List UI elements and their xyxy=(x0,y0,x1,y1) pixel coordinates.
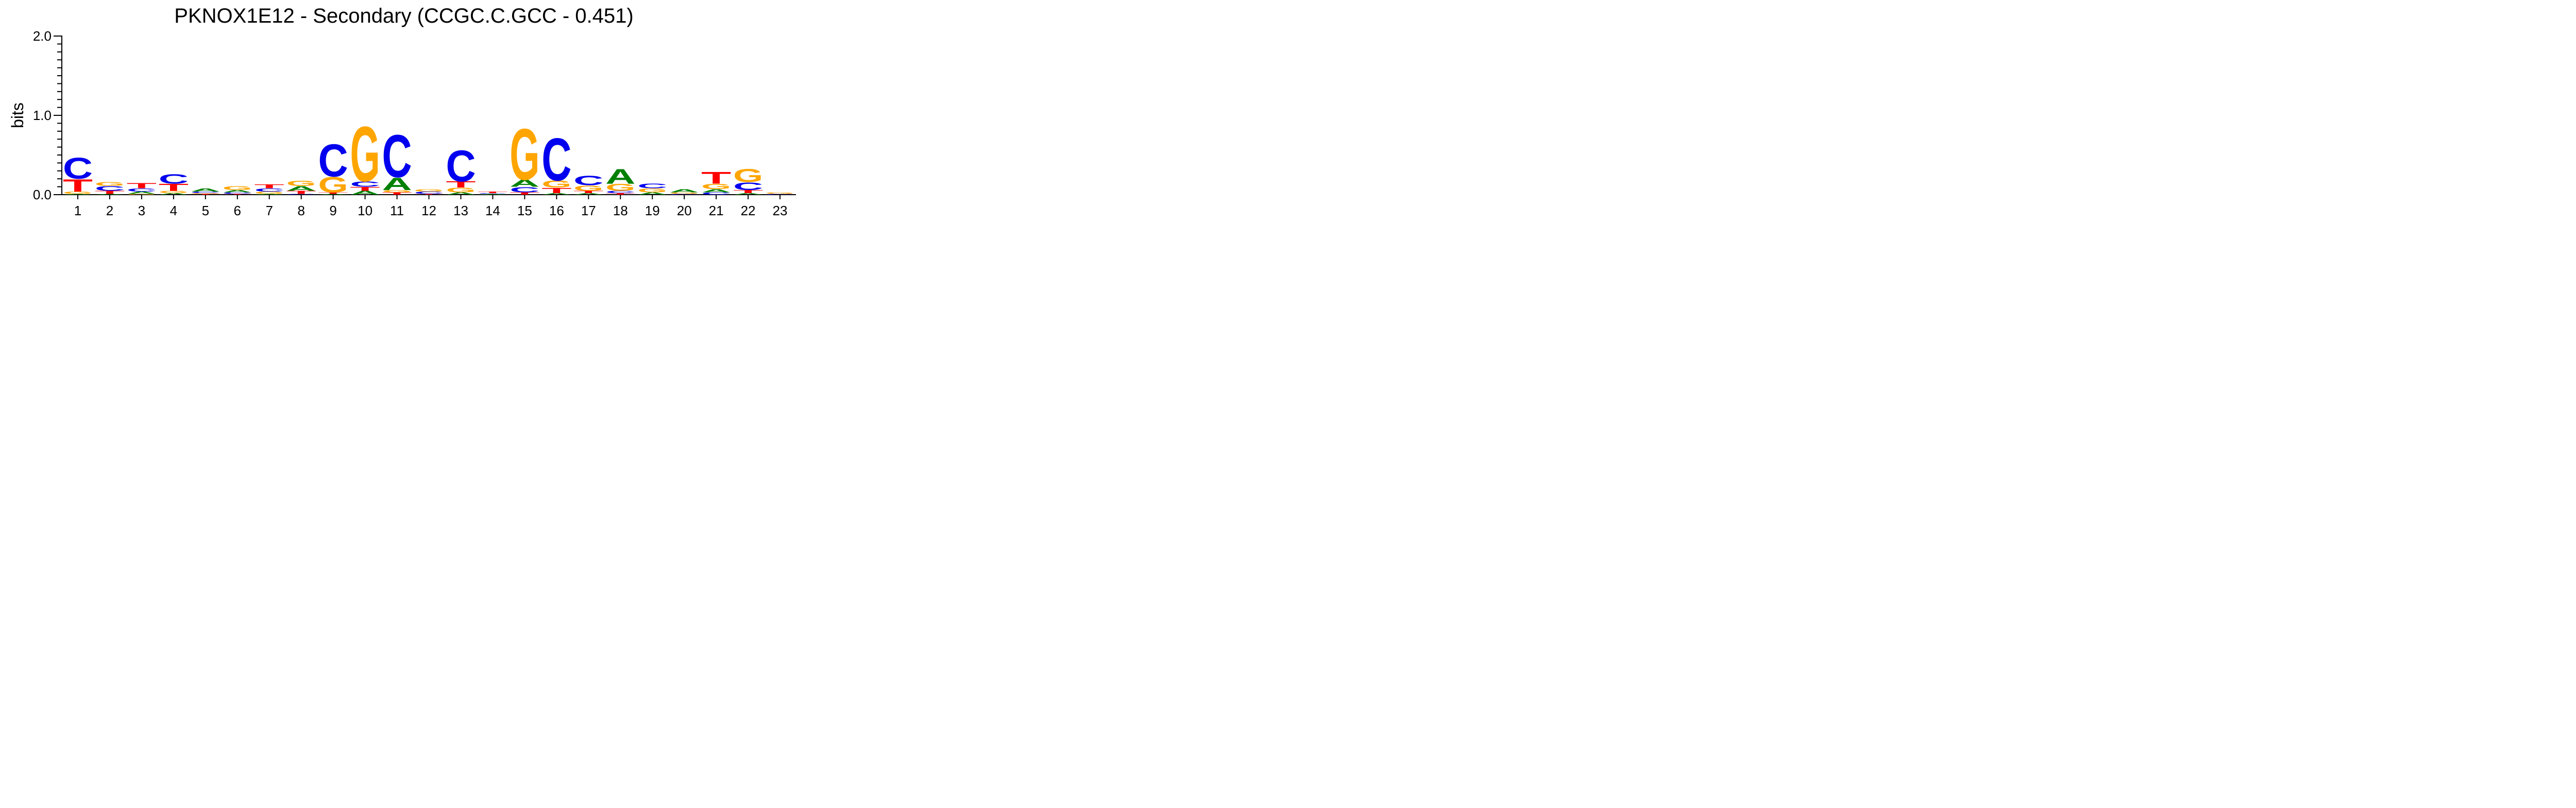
sequence-logo-chart: PKNOX1E12 - Secondary (CCGC.C.GCC - 0.45… xyxy=(0,0,808,224)
x-tick-label: 10 xyxy=(358,203,372,218)
x-tick-label: 13 xyxy=(453,203,468,218)
x-tick-label: 22 xyxy=(741,203,756,218)
x-tick-label: 18 xyxy=(613,203,628,218)
logo-stack-position-4: AGTC xyxy=(159,171,189,195)
x-tick-label: 3 xyxy=(138,203,145,218)
logo-stack-position-14: ACT xyxy=(478,191,507,195)
logo-letter-G: G xyxy=(95,181,125,187)
y-tick-label: 2.0 xyxy=(33,28,52,44)
logo-letter-T: T xyxy=(127,181,157,190)
y-axis: 0.0 1.0 2.0 xyxy=(33,28,62,202)
chart-title: PKNOX1E12 - Secondary (CCGC.C.GCC - 0.45… xyxy=(174,5,633,27)
logo-stack-position-23: CG xyxy=(765,192,795,195)
x-tick-label: 1 xyxy=(74,203,81,218)
logo-letter-C: C xyxy=(541,126,571,194)
x-axis: 1 2 3 4 5 6 7 8 9 10 11 12 13 14 15 16 17 18 19 20 21 22 23 xyxy=(62,195,796,218)
logo-stack-position-13: AGTC xyxy=(446,141,476,195)
logo-stack-position-8: CTAG xyxy=(286,179,316,195)
logo-letter-T: T xyxy=(478,191,507,194)
x-tick-label: 20 xyxy=(677,203,692,218)
logo-letter-T: T xyxy=(255,183,284,190)
x-tick-label: 8 xyxy=(297,203,304,218)
x-tick-label: 21 xyxy=(709,203,724,218)
logo-letter-G: G xyxy=(350,111,380,198)
logo-letter-C: C xyxy=(382,123,412,191)
logo-letter-G: G xyxy=(510,114,539,196)
logo-letter-stacks: AGTCATCGGACTAGTCTGCATCAGAGCTCTAGATGCATCG… xyxy=(63,111,795,198)
y-tick-label: 1.0 xyxy=(33,108,52,123)
x-tick-label: 15 xyxy=(517,203,532,218)
x-tick-label: 4 xyxy=(170,203,177,218)
logo-letter-A: A xyxy=(605,164,635,188)
logo-letter-A: A xyxy=(191,187,221,193)
logo-letter-C: C xyxy=(573,173,603,188)
y-tick-label: 0.0 xyxy=(33,187,52,202)
logo-letter-C: C xyxy=(159,171,189,186)
logo-letter-C: C xyxy=(318,134,348,186)
logo-letter-G: G xyxy=(765,192,795,195)
logo-stack-position-20: CGA xyxy=(669,188,699,195)
logo-letter-A: A xyxy=(669,188,699,194)
x-tick-label: 5 xyxy=(202,203,209,218)
x-tick-label: 2 xyxy=(106,203,113,218)
x-tick-label: 23 xyxy=(773,203,788,218)
logo-letter-C: C xyxy=(637,182,667,190)
logo-letter-C: C xyxy=(446,141,476,191)
y-axis-label: bits xyxy=(8,102,27,128)
x-tick-label: 17 xyxy=(581,203,596,218)
logo-letter-G: G xyxy=(286,179,316,188)
x-tick-label: 12 xyxy=(421,203,436,218)
logo-stack-position-5: TGCA xyxy=(191,187,221,195)
logo-letter-G: G xyxy=(223,185,252,191)
x-tick-label: 16 xyxy=(549,203,564,218)
logo-letter-G: G xyxy=(733,165,763,186)
x-tick-label: 14 xyxy=(485,203,500,218)
logo-stack-position-12: TCG xyxy=(414,188,444,195)
logo-letter-T: T xyxy=(701,169,731,187)
x-tick-label: 9 xyxy=(329,203,336,218)
logo-stack-position-19: AGC xyxy=(637,182,667,195)
x-tick-label: 6 xyxy=(234,203,241,218)
x-tick-label: 7 xyxy=(265,203,273,218)
logo-letter-C: C xyxy=(63,151,93,185)
x-tick-label: 19 xyxy=(645,203,660,218)
logo-stack-position-2: ATCG xyxy=(95,181,125,195)
logo-stack-position-3: GACT xyxy=(127,181,157,195)
x-tick-label: 11 xyxy=(390,203,404,218)
logo-letter-G: G xyxy=(414,188,444,192)
